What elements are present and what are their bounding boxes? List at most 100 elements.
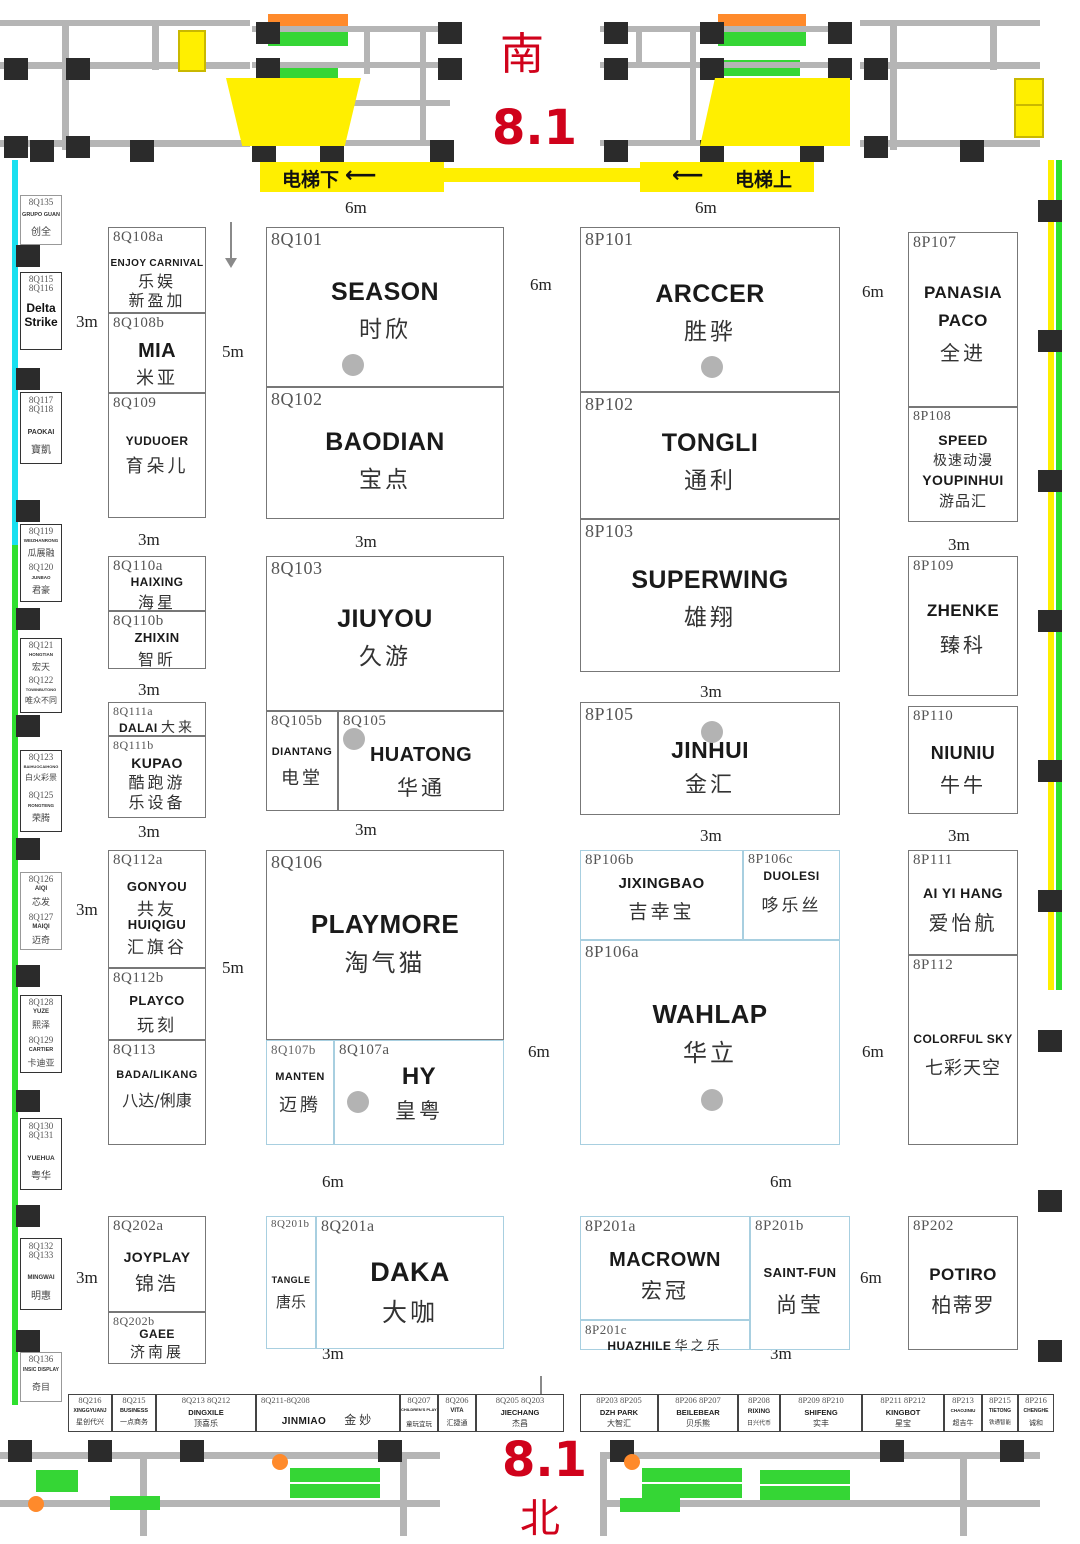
booth-8Q113[interactable]: 8Q113 BADA/LIKANG 八达/俐康 bbox=[108, 1040, 206, 1145]
strip-booth-8P213[interactable]: 8P213 CHAOJINIU 超吉牛 bbox=[944, 1394, 982, 1432]
booth-code: 8Q110a bbox=[113, 558, 163, 574]
booth-name-cn: 唐乐 bbox=[275, 1293, 306, 1311]
booth-8Q107b[interactable]: 8Q107b MANTEN 迈腾 bbox=[266, 1040, 334, 1145]
booth-8P106b[interactable]: 8P106b JIXINGBAO 吉幸宝 bbox=[580, 850, 743, 940]
rail-en2: RONGTENG bbox=[27, 803, 54, 808]
strip-en: XINGGYUANJ bbox=[73, 1408, 107, 1414]
rail-stand-8Q121-8Q122[interactable]: 8Q121 HONGTIAN 宏天 8Q122 TOWINBUTONG 唯众不同 bbox=[20, 638, 62, 713]
booth-8Q101[interactable]: 8Q101 SEASON 时欣 bbox=[266, 227, 504, 387]
booth-8Q109[interactable]: 8Q109 YUDUOER 育朵儿 bbox=[108, 393, 206, 518]
booth-name-combo: DALAI 大来 bbox=[109, 717, 205, 737]
booth-8P101[interactable]: 8P101 ARCCER 胜骅 bbox=[580, 227, 840, 392]
strip-booth-8Q216[interactable]: 8Q216 XINGGYUANJ 星创代兴 bbox=[68, 1394, 112, 1432]
booth-8P106c[interactable]: 8P106c DUOLESI 哆乐丝 bbox=[743, 850, 840, 940]
strip-booth-8Q211-8Q208[interactable]: 8Q211-8Q208 JINMIAO 金妙 bbox=[256, 1394, 400, 1432]
booth-8Q112a[interactable]: 8Q112a GONYOU 共友 HUIQIGU 汇旗谷 bbox=[108, 850, 206, 968]
booth-name-en: ARCCER bbox=[655, 280, 765, 308]
booth-8P106a[interactable]: 8P106a WAHLAP 华立 bbox=[580, 940, 840, 1145]
booth-8Q112b[interactable]: 8Q112b PLAYCO 玩刻 bbox=[108, 968, 206, 1040]
booth-name-cn: 吉幸宝 bbox=[628, 901, 695, 923]
booth-8P202[interactable]: 8P202 POTIRO 柏蒂罗 bbox=[908, 1216, 1018, 1350]
strip-booth-8Q207[interactable]: 8Q207 CHILDREN'S PLAY PLAY 童玩宜玩 bbox=[400, 1394, 448, 1432]
booth-8P201a[interactable]: 8P201a MACROWN 宏冠 bbox=[580, 1216, 750, 1320]
strip-code: 8Q213 8Q212 bbox=[181, 1395, 231, 1405]
direction-north: 北 bbox=[520, 1496, 560, 1542]
booth-8P110[interactable]: 8P110 NIUNIU 牛牛 bbox=[908, 706, 1018, 814]
booth-name-cn: 智昕 bbox=[137, 650, 176, 669]
strip-booth-8P206-8P207[interactable]: 8P206 8P207 BEILEBEAR 贝乐熊 bbox=[658, 1394, 738, 1432]
booth-code: 8Q112a bbox=[113, 852, 163, 868]
rail-cn2: 迈奇 bbox=[31, 936, 50, 946]
booth-8P107[interactable]: 8P107 PANASIA PACO 全进 bbox=[908, 232, 1018, 407]
rail-stand-8Q117-8Q118[interactable]: 8Q117 8Q118 PAOKAI 寶凱 bbox=[20, 392, 62, 464]
rail-stand-8Q119-8Q120[interactable]: 8Q119 WEIZHANRONG 瓜展融 8Q120 JUNBAO 君豪 bbox=[20, 524, 62, 602]
strip-code: 8P211 8P212 bbox=[880, 1395, 926, 1405]
dim-left-rail-3m-a: 3m bbox=[76, 312, 98, 331]
booth-8Q111b[interactable]: 8Q111b KUPAO 酷跑游 乐设备 bbox=[108, 736, 206, 818]
direction-south: 南 bbox=[500, 29, 544, 80]
booth-8Q202b[interactable]: 8Q202b GAEE 济南展 bbox=[108, 1312, 206, 1364]
booth-code: 8Q202b bbox=[113, 1314, 155, 1328]
strip-en: VITA bbox=[450, 1408, 464, 1414]
booth-name-cn: 锦浩 bbox=[134, 1273, 179, 1295]
rail-cn: 创全 bbox=[31, 227, 51, 238]
booth-8Q103[interactable]: 8Q103 JIUYOU 久游 bbox=[266, 556, 504, 711]
strip-cn: 实丰 bbox=[813, 1419, 829, 1428]
hall-number-top: 8.1 bbox=[492, 100, 578, 156]
strip-booth-8Q205-8Q203[interactable]: 8Q205 8Q203 JIECHANG 杰昌 bbox=[476, 1394, 564, 1432]
rail-stand-8Q126-8Q127[interactable]: 8Q126 AIQI 芯发 8Q127 MAIQI 迈奇 bbox=[20, 872, 62, 950]
booth-name-en2: YOUPINHUI bbox=[922, 472, 1004, 488]
strip-booth-8P211-8P212[interactable]: 8P211 8P212 KINGBOT 星宝 bbox=[862, 1394, 944, 1432]
rail-stand-8Q130-8Q131[interactable]: 8Q130 8Q131 YUEHUA 粤华 bbox=[20, 1118, 62, 1190]
escalator-down-label: 电梯下 bbox=[282, 169, 340, 191]
booth-8Q201b[interactable]: 8Q201b TANGLE 唐乐 bbox=[266, 1216, 316, 1349]
booth-8Q108a[interactable]: 8Q108a ENJOY CARNIVAL 乐娱 新盈加 bbox=[108, 227, 206, 313]
booth-8P102[interactable]: 8P102 TONGLI 通利 bbox=[580, 392, 840, 519]
dim-q111-3m: 3m bbox=[138, 822, 160, 841]
strip-booth-8P208[interactable]: 8P208 RIXING 日兴代币 bbox=[738, 1394, 780, 1432]
booth-8Q105[interactable]: 8Q105 HUATONG 华通 bbox=[338, 711, 504, 811]
booth-8P103[interactable]: 8P103 SUPERWING 雄翔 bbox=[580, 519, 840, 672]
rail-stand-8Q135[interactable]: 8Q135 GRUPO GUAN 创全 bbox=[20, 195, 62, 245]
strip-booth-8Q215[interactable]: 8Q215 BUSINESS 一点商务 bbox=[112, 1394, 156, 1432]
rail-code2: 8Q125 bbox=[28, 790, 54, 800]
strip-code: 8Q215 bbox=[122, 1395, 146, 1405]
strip-booth-8Q206[interactable]: 8Q206 VITA 汇捷通 bbox=[438, 1394, 476, 1432]
pillar-dot bbox=[342, 354, 364, 376]
booth-8P201b[interactable]: 8P201b SAINT-FUN 尚莹 bbox=[750, 1216, 850, 1350]
rail-stand-8Q132-8Q133[interactable]: 8Q132 8Q133 MINGWAI 明惠 bbox=[20, 1238, 62, 1310]
booth-8Q111a[interactable]: 8Q111a DALAI 大来 bbox=[108, 702, 206, 736]
booth-8P109[interactable]: 8P109 ZHENKE 臻科 bbox=[908, 556, 1018, 696]
pillar-dot bbox=[347, 1091, 369, 1113]
booth-8P201c[interactable]: 8P201c HUAZHILE 华之乐 bbox=[580, 1320, 750, 1354]
strip-booth-8Q213-8Q212[interactable]: 8Q213 8Q212 DINGXILE 顶喜乐 bbox=[156, 1394, 256, 1432]
strip-booth-8P215[interactable]: 8P215 TIETONG 铁通智能 bbox=[982, 1394, 1018, 1432]
strip-booth-8P209-8P210[interactable]: 8P209 8P210 SHIFENG 实丰 bbox=[780, 1394, 862, 1432]
strip-booth-8P216[interactable]: 8P216 CHENGHE 诚和 bbox=[1018, 1394, 1054, 1432]
booth-8Q106[interactable]: 8Q106 PLAYMORE 淘气猫 bbox=[266, 850, 504, 1040]
rail-en: PAOKAI bbox=[27, 429, 55, 436]
booth-8Q108b[interactable]: 8Q108b MIA 米亚 bbox=[108, 313, 206, 393]
rail-stand-8Q123-8Q125[interactable]: 8Q123 BAIHUOCAIHONG 白火彩景 8Q125 RONGTENG … bbox=[20, 750, 62, 832]
booth-8Q102[interactable]: 8Q102 BAODIAN 宝点 bbox=[266, 387, 504, 519]
booth-8P108[interactable]: 8P108 SPEED 极速动漫 YOUPINHUI 游品汇 bbox=[908, 407, 1018, 522]
rail-stand-8Q115-8Q116[interactable]: 8Q115 8Q116 Delta Strike bbox=[20, 272, 62, 350]
booth-name-en: COLORFUL SKY bbox=[913, 1032, 1013, 1046]
booth-code: 8P110 bbox=[913, 708, 954, 724]
dim-q-col-6m: 6m bbox=[530, 275, 552, 294]
booth-8Q105b[interactable]: 8Q105b DIANTANG 电堂 bbox=[266, 711, 338, 811]
booth-8Q201a[interactable]: 8Q201a DAKA 大咖 bbox=[316, 1216, 504, 1349]
rail-stand-8Q128-8Q129[interactable]: 8Q128 YUZE 熙泽 8Q129 CARTIER 卡迪亚 bbox=[20, 995, 62, 1073]
booth-8Q110a[interactable]: 8Q110a HAIXING 海星 bbox=[108, 556, 206, 612]
booth-8P112[interactable]: 8P112 COLORFUL SKY 七彩天空 bbox=[908, 955, 1018, 1145]
dim-q109-3m: 3m bbox=[138, 530, 160, 549]
booth-8Q110b[interactable]: 8Q110b ZHIXIN 智昕 bbox=[108, 611, 206, 669]
booth-8P105[interactable]: 8P105 JINHUI 金汇 bbox=[580, 702, 840, 815]
booth-8Q202a[interactable]: 8Q202a JOYPLAY 锦浩 bbox=[108, 1216, 206, 1312]
strip-booth-8P203-8P205[interactable]: 8P203 8P205 DZH PARK 大智汇 bbox=[580, 1394, 658, 1432]
booth-8Q107a[interactable]: 8Q107a HY 皇粤 bbox=[334, 1040, 504, 1145]
booth-name-en: MACROWN bbox=[609, 1249, 721, 1271]
rail-stand-8Q136[interactable]: 8Q136 INSIC DISPLAY 奇目 bbox=[20, 1352, 62, 1402]
booth-code: 8P111 bbox=[913, 852, 953, 868]
booth-8P111[interactable]: 8P111 AI YI HANG 爱怡航 bbox=[908, 850, 1018, 955]
